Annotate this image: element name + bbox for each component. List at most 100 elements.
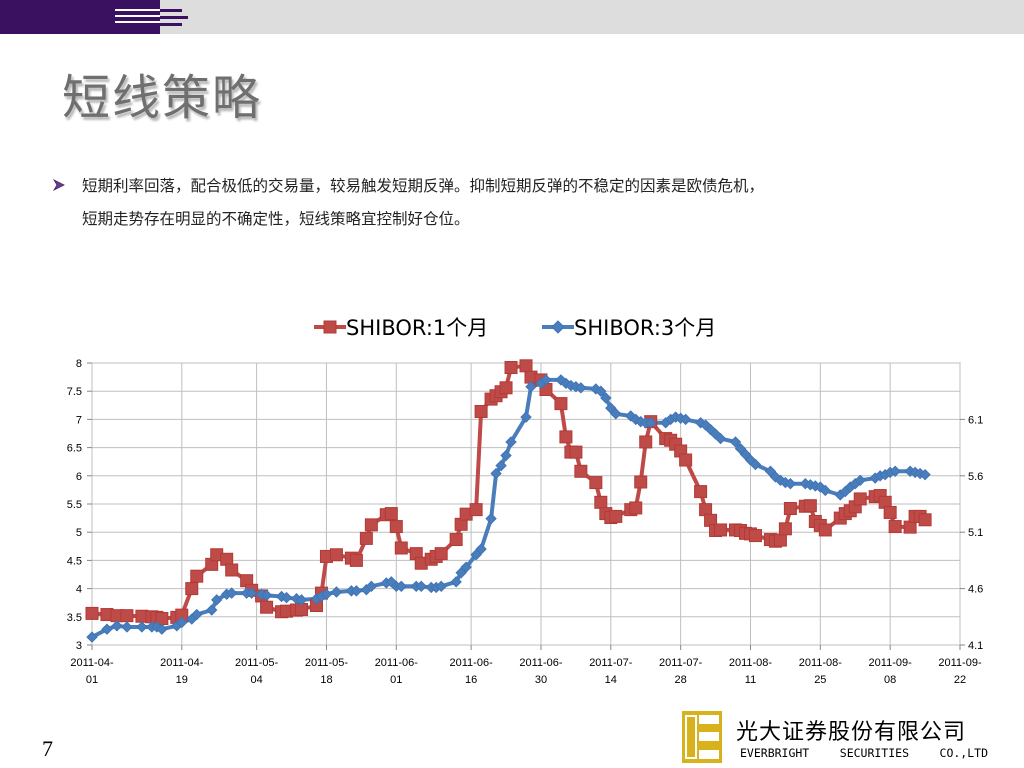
data-point-series-1: [748, 529, 762, 543]
data-point-series-2: [225, 587, 238, 599]
data-point-series-1: [504, 361, 518, 375]
x-tick-label: 2011-06-: [450, 657, 494, 669]
data-point-series-2: [136, 621, 148, 633]
data-point-series-1: [589, 476, 603, 490]
data-point-series-2: [495, 459, 507, 472]
y-left-tick-label: 3: [76, 640, 82, 652]
data-point-series-1: [359, 531, 373, 545]
y-right-tick-label: 4.1: [968, 640, 983, 652]
data-point-series-2: [320, 588, 333, 600]
top-bar: [0, 0, 1024, 34]
x-tick-label: 16: [465, 674, 477, 686]
data-point-series-1: [903, 520, 917, 534]
x-tick-label: 2011-05-: [305, 657, 349, 669]
data-point-series-2: [819, 484, 832, 497]
y-right-tick-label: 6.1: [968, 414, 983, 426]
y-left-tick-label: 7.5: [67, 386, 82, 398]
x-tick-label: 25: [814, 674, 826, 686]
data-point-series-2: [121, 621, 133, 633]
data-point-series-1: [225, 563, 239, 577]
data-point-series-1: [639, 435, 653, 449]
x-tick-label: 2011-09-: [869, 657, 913, 669]
data-point-series-1: [773, 533, 787, 547]
data-point-series-1: [434, 547, 448, 561]
data-point-series-1: [519, 359, 533, 373]
y-left-tick-label: 4: [76, 584, 82, 596]
data-point-series-2: [350, 585, 363, 597]
data-point-series-2: [330, 586, 343, 598]
company-name-en: EVERBRIGHT SECURITIES CO.,LTD: [740, 746, 988, 760]
data-point-series-1: [185, 582, 199, 596]
data-point-series-1: [329, 548, 343, 562]
data-point-series-1: [634, 475, 648, 489]
y-left-tick-label: 5: [76, 527, 82, 539]
data-point-series-1: [394, 541, 408, 555]
x-tick-label: 01: [390, 674, 402, 686]
top-bar-stripe: [115, 9, 160, 11]
data-point-series-2: [645, 417, 657, 429]
data-point-series-1: [714, 523, 728, 537]
data-point-series-1: [888, 520, 902, 534]
company-name-en-word: EVERBRIGHT: [740, 746, 810, 760]
top-bar-accent: [0, 0, 160, 34]
data-point-series-2: [525, 380, 537, 393]
data-point-series-1: [384, 507, 398, 521]
data-point-series-1: [679, 453, 693, 467]
legend-marker-diamond: [551, 320, 565, 334]
legend-marker-square: [323, 320, 337, 334]
data-point-series-2: [475, 543, 487, 555]
data-point-series-2: [365, 580, 378, 593]
x-tick-label: 2011-08-: [729, 657, 773, 669]
data-point-series-1: [260, 600, 274, 614]
data-point-series-2: [784, 477, 797, 490]
data-point-series-1: [190, 569, 204, 583]
y-left-tick-label: 5.5: [67, 499, 82, 511]
y-left-tick-label: 6.5: [67, 443, 82, 455]
data-point-series-2: [500, 449, 512, 462]
x-tick-label: 18: [320, 674, 332, 686]
data-point-series-1: [120, 609, 134, 623]
data-point-series-2: [111, 620, 123, 632]
y-right-tick-label: 5.1: [968, 527, 983, 539]
data-point-series-2: [156, 623, 168, 635]
data-point-series-2: [729, 436, 742, 448]
data-point-series-1: [783, 502, 797, 516]
data-point-series-1: [569, 445, 583, 459]
page-number: 7: [42, 736, 53, 761]
data-point-series-1: [853, 492, 867, 506]
data-point-series-1: [694, 485, 708, 499]
data-point-series-2: [854, 474, 866, 487]
summary-paragraph: 短期利率回落，配合极低的交易量，较易触发短期反弹。抑制短期反弹的不稳定的因素是欧…: [82, 170, 982, 236]
data-point-series-2: [814, 481, 827, 493]
company-name-cn: 光大证券股份有限公司: [736, 720, 967, 745]
data-point-series-1: [778, 522, 792, 536]
data-point-series-2: [520, 411, 532, 423]
data-point-series-2: [679, 413, 692, 426]
data-point-series-2: [86, 631, 98, 643]
data-point-series-1: [699, 503, 713, 517]
x-tick-label: 2011-04-: [160, 657, 204, 669]
data-point-series-2: [176, 616, 188, 629]
data-point-series-1: [85, 606, 99, 620]
data-point-series-2: [540, 374, 552, 386]
data-point-series-1: [574, 464, 588, 478]
data-point-series-1: [349, 553, 363, 567]
data-point-series-1: [629, 501, 643, 515]
y-left-tick-label: 7: [76, 414, 82, 426]
x-tick-label: 2011-07-: [659, 657, 703, 669]
y-left-tick-label: 3.5: [67, 612, 82, 624]
slide-title: 短线策略: [62, 70, 263, 126]
x-tick-label: 11: [745, 674, 756, 686]
data-point-series-1: [918, 513, 932, 527]
legend-label-1: SHIBOR:1个月: [346, 316, 488, 340]
data-point-series-2: [625, 410, 637, 422]
data-point-series-2: [280, 591, 293, 604]
x-tick-label: 2011-05-: [235, 657, 279, 669]
data-point-series-1: [220, 552, 234, 566]
data-point-series-2: [555, 374, 567, 386]
data-point-series-2: [101, 623, 113, 635]
top-bar-stripe: [160, 23, 182, 26]
x-tick-label: 2011-08-: [799, 657, 843, 669]
x-tick-label: 30: [535, 674, 547, 686]
y-left-tick-label: 4.5: [67, 555, 82, 567]
